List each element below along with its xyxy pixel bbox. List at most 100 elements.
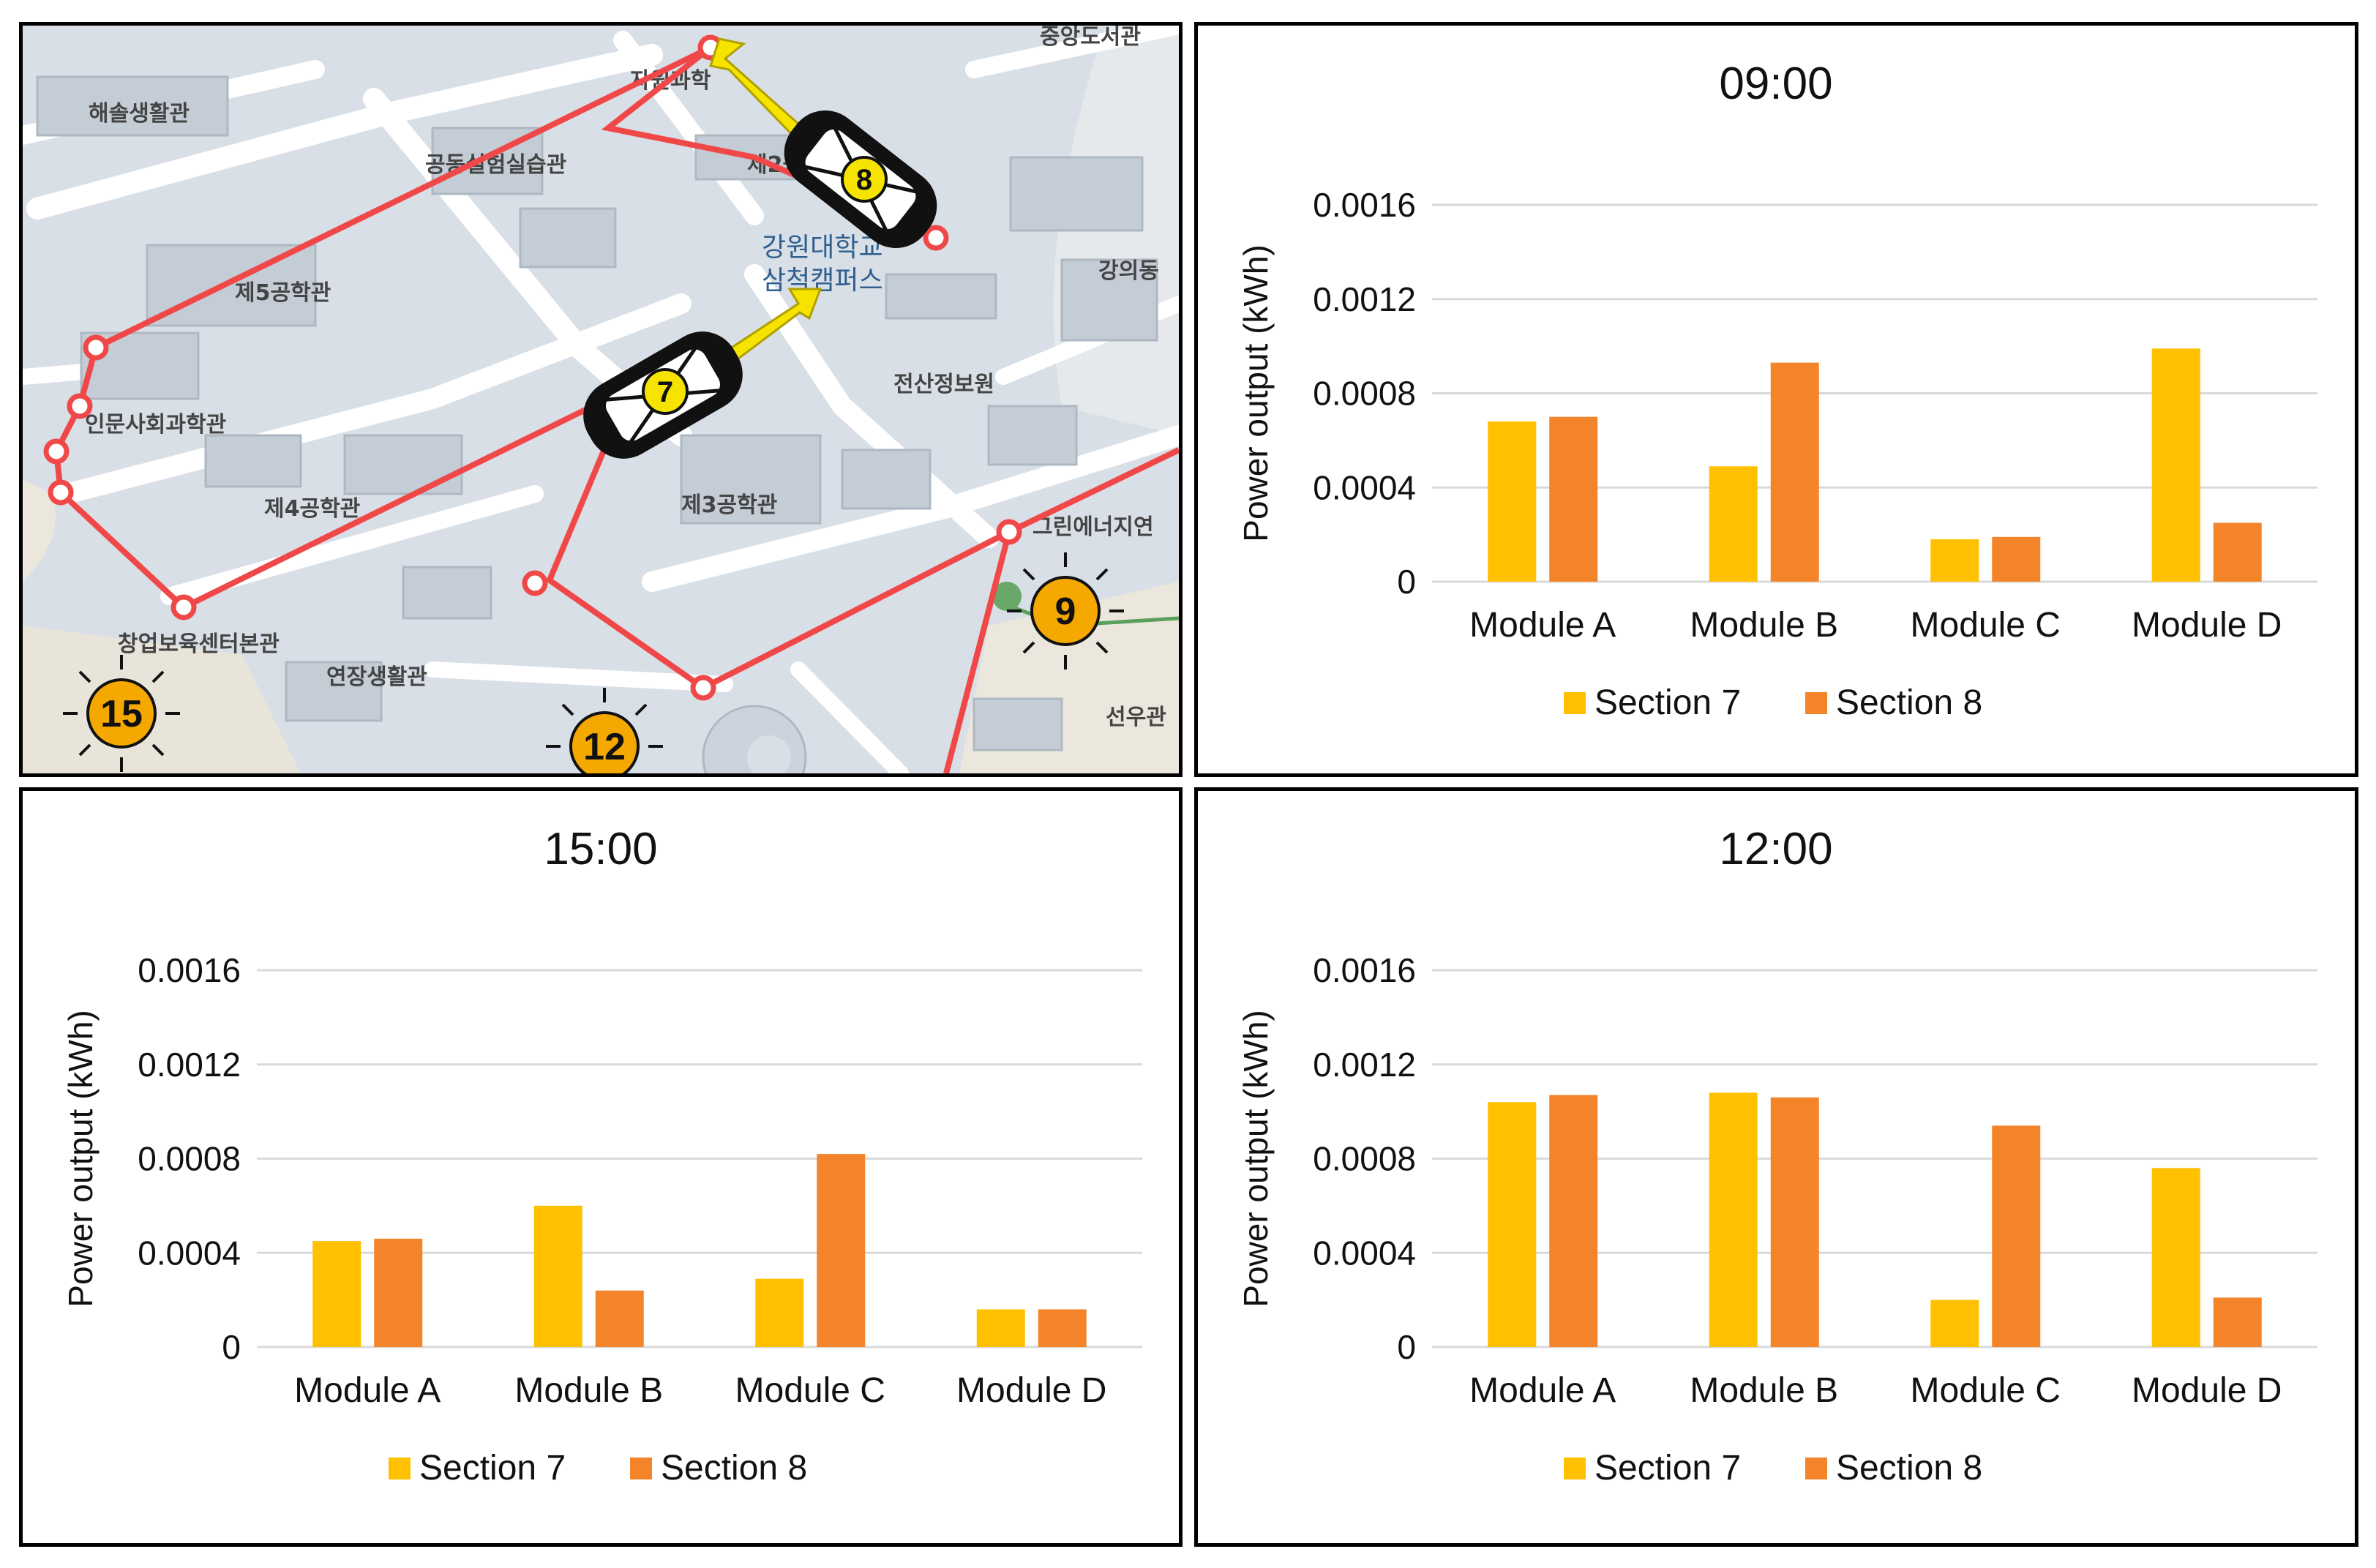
x-tick-label: Module A	[1469, 606, 1616, 645]
bar-section-8	[374, 1238, 423, 1347]
x-tick-label: Module B	[1690, 606, 1838, 645]
sun-marker-15: 15	[63, 655, 180, 772]
bar-section-7	[976, 1309, 1025, 1347]
bar-chart-1200: 12:00 0 0.0004 0.0008 0.0012 0.0016 Power outp…	[1237, 824, 2317, 1488]
route-stop[interactable]	[170, 594, 197, 620]
chart-title: 15:00	[544, 824, 657, 874]
bar-section-7	[1709, 1092, 1758, 1347]
bar-section-8	[1770, 1097, 1819, 1347]
chart-title: 12:00	[1719, 824, 1832, 874]
bar-section-7	[1488, 421, 1537, 582]
legend-label: Section 8	[1836, 1449, 1982, 1488]
map-label: 중앙도서관	[1040, 26, 1141, 50]
y-tick-label: 0.0004	[1313, 1234, 1416, 1272]
y-axis-label: Power output (kWh)	[61, 1010, 100, 1307]
y-tick-label: 0.0008	[1313, 375, 1416, 413]
legend-label: Section 8	[1836, 683, 1982, 722]
bar-section-7	[312, 1241, 361, 1347]
bar-section-7	[1930, 1299, 1979, 1347]
bar-section-7	[533, 1205, 582, 1347]
bar-section-7	[1709, 466, 1758, 582]
y-tick-label: 0.0012	[1313, 1046, 1416, 1084]
bar-section-8	[595, 1290, 644, 1347]
sun-12-rays-icon	[546, 688, 663, 748]
vehicle-7-label: 7	[657, 376, 673, 408]
route-stop[interactable]	[522, 570, 548, 596]
x-tick-label: Module C	[1911, 1371, 2061, 1410]
bar-section-8	[817, 1154, 866, 1347]
y-axis-label: Power output (kWh)	[1237, 1010, 1275, 1307]
map-label: 선우관	[1106, 705, 1166, 730]
bar-section-8	[1549, 1095, 1598, 1347]
vehicle-7[interactable]: 7	[570, 288, 822, 472]
y-tick-label: 0.0004	[138, 1234, 241, 1272]
y-axis-label: Power output (kWh)	[1237, 244, 1275, 541]
legend-label: Section 7	[1594, 1449, 1741, 1488]
x-tick-label: Module B	[514, 1371, 663, 1410]
campus-map-panel: 해솔생활관 공동실험실습관 자원과학 중앙도서관 제2공 강의동 제5공학관 인…	[19, 22, 1183, 777]
campus-name-line1: 강원대학교	[762, 233, 883, 263]
chart-panel-1500: 15:00 0 0.0004 0.0008 0.0012 0.0016 Power outp…	[19, 787, 1183, 1547]
route-stop[interactable]	[996, 519, 1022, 545]
route-stop[interactable]	[43, 438, 70, 465]
sun-12-icon	[569, 711, 640, 773]
map-label: 인문사회과학관	[85, 412, 226, 438]
legend-label: Section 7	[419, 1449, 566, 1488]
map-label: 해솔생활관	[89, 101, 190, 127]
legend-swatch	[1564, 692, 1586, 714]
x-tick-label: Module A	[294, 1371, 441, 1410]
sun-marker-9: 9	[1007, 552, 1124, 669]
map-buildings	[36, 75, 1158, 751]
legend-swatch	[1564, 1458, 1586, 1479]
y-tick-label: 0	[222, 1328, 241, 1366]
bar-section-8	[1770, 362, 1819, 582]
map-place-labels: 해솔생활관 공동실험실습관 자원과학 중앙도서관 제2공 강의동 제5공학관 인…	[85, 26, 1166, 730]
route-stop[interactable]	[690, 675, 716, 701]
campus-name-label: 강원대학교 삼척캠퍼스	[762, 233, 883, 296]
map-land-area	[23, 479, 56, 582]
map-label: 전산정보원	[893, 372, 994, 397]
map-building-round	[747, 735, 791, 773]
sun-9-rays-icon	[1007, 552, 1124, 669]
x-tick-label: Module D	[2132, 1371, 2282, 1410]
map-label: 강의동	[1098, 258, 1159, 284]
x-tick-label: Module C	[1911, 606, 2061, 645]
bar-section-8	[2213, 1297, 2262, 1347]
x-tick-label: Module B	[1690, 1371, 1838, 1410]
bar-section-8	[1549, 416, 1598, 582]
bar-chart-0900: 09:00 0 0.0004 0.0008 0.0012 0.0016 Power outp…	[1237, 59, 2317, 722]
y-tick-label: 0	[1397, 563, 1416, 601]
bar-section-7	[2151, 348, 2200, 582]
vehicle-7-badge	[642, 368, 689, 415]
route-stop[interactable]	[923, 225, 949, 251]
vehicle-8[interactable]: 8	[709, 37, 951, 263]
legend-label: Section 7	[1594, 683, 1741, 722]
bar-section-8	[1038, 1309, 1087, 1347]
bar-section-8	[2213, 522, 2262, 582]
legend-swatch	[630, 1458, 652, 1479]
sun-marker-12: 12	[546, 688, 663, 773]
sun-15-icon	[86, 678, 157, 749]
route-stop[interactable]	[67, 393, 93, 419]
x-tick-label: Module C	[735, 1371, 885, 1410]
sun-15-label: 15	[100, 693, 143, 735]
vehicle-8-label: 8	[856, 164, 872, 196]
legend-swatch	[389, 1458, 411, 1479]
legend-swatch	[1805, 692, 1827, 714]
chart-panel-1200: 12:00 0 0.0004 0.0008 0.0012 0.0016 Power outp…	[1194, 787, 2358, 1547]
route-stop[interactable]	[48, 479, 74, 506]
green-marker	[992, 582, 1022, 611]
route-stops	[43, 34, 1022, 701]
map-land-area	[23, 626, 301, 773]
map-roads	[23, 26, 1179, 773]
map-label: 제3공학관	[681, 492, 777, 518]
sun-12-label: 12	[583, 726, 626, 768]
y-tick-label: 0.0012	[138, 1046, 241, 1084]
route-stop[interactable]	[83, 334, 109, 361]
y-tick-label: 0.0008	[1313, 1140, 1416, 1178]
bar-section-7	[2151, 1168, 2200, 1347]
bar-section-7	[755, 1278, 804, 1347]
campus-map: 해솔생활관 공동실험실습관 자원과학 중앙도서관 제2공 강의동 제5공학관 인…	[23, 26, 1179, 773]
y-tick-label: 0.0016	[1313, 186, 1416, 224]
map-label: 연장생활관	[326, 664, 427, 690]
